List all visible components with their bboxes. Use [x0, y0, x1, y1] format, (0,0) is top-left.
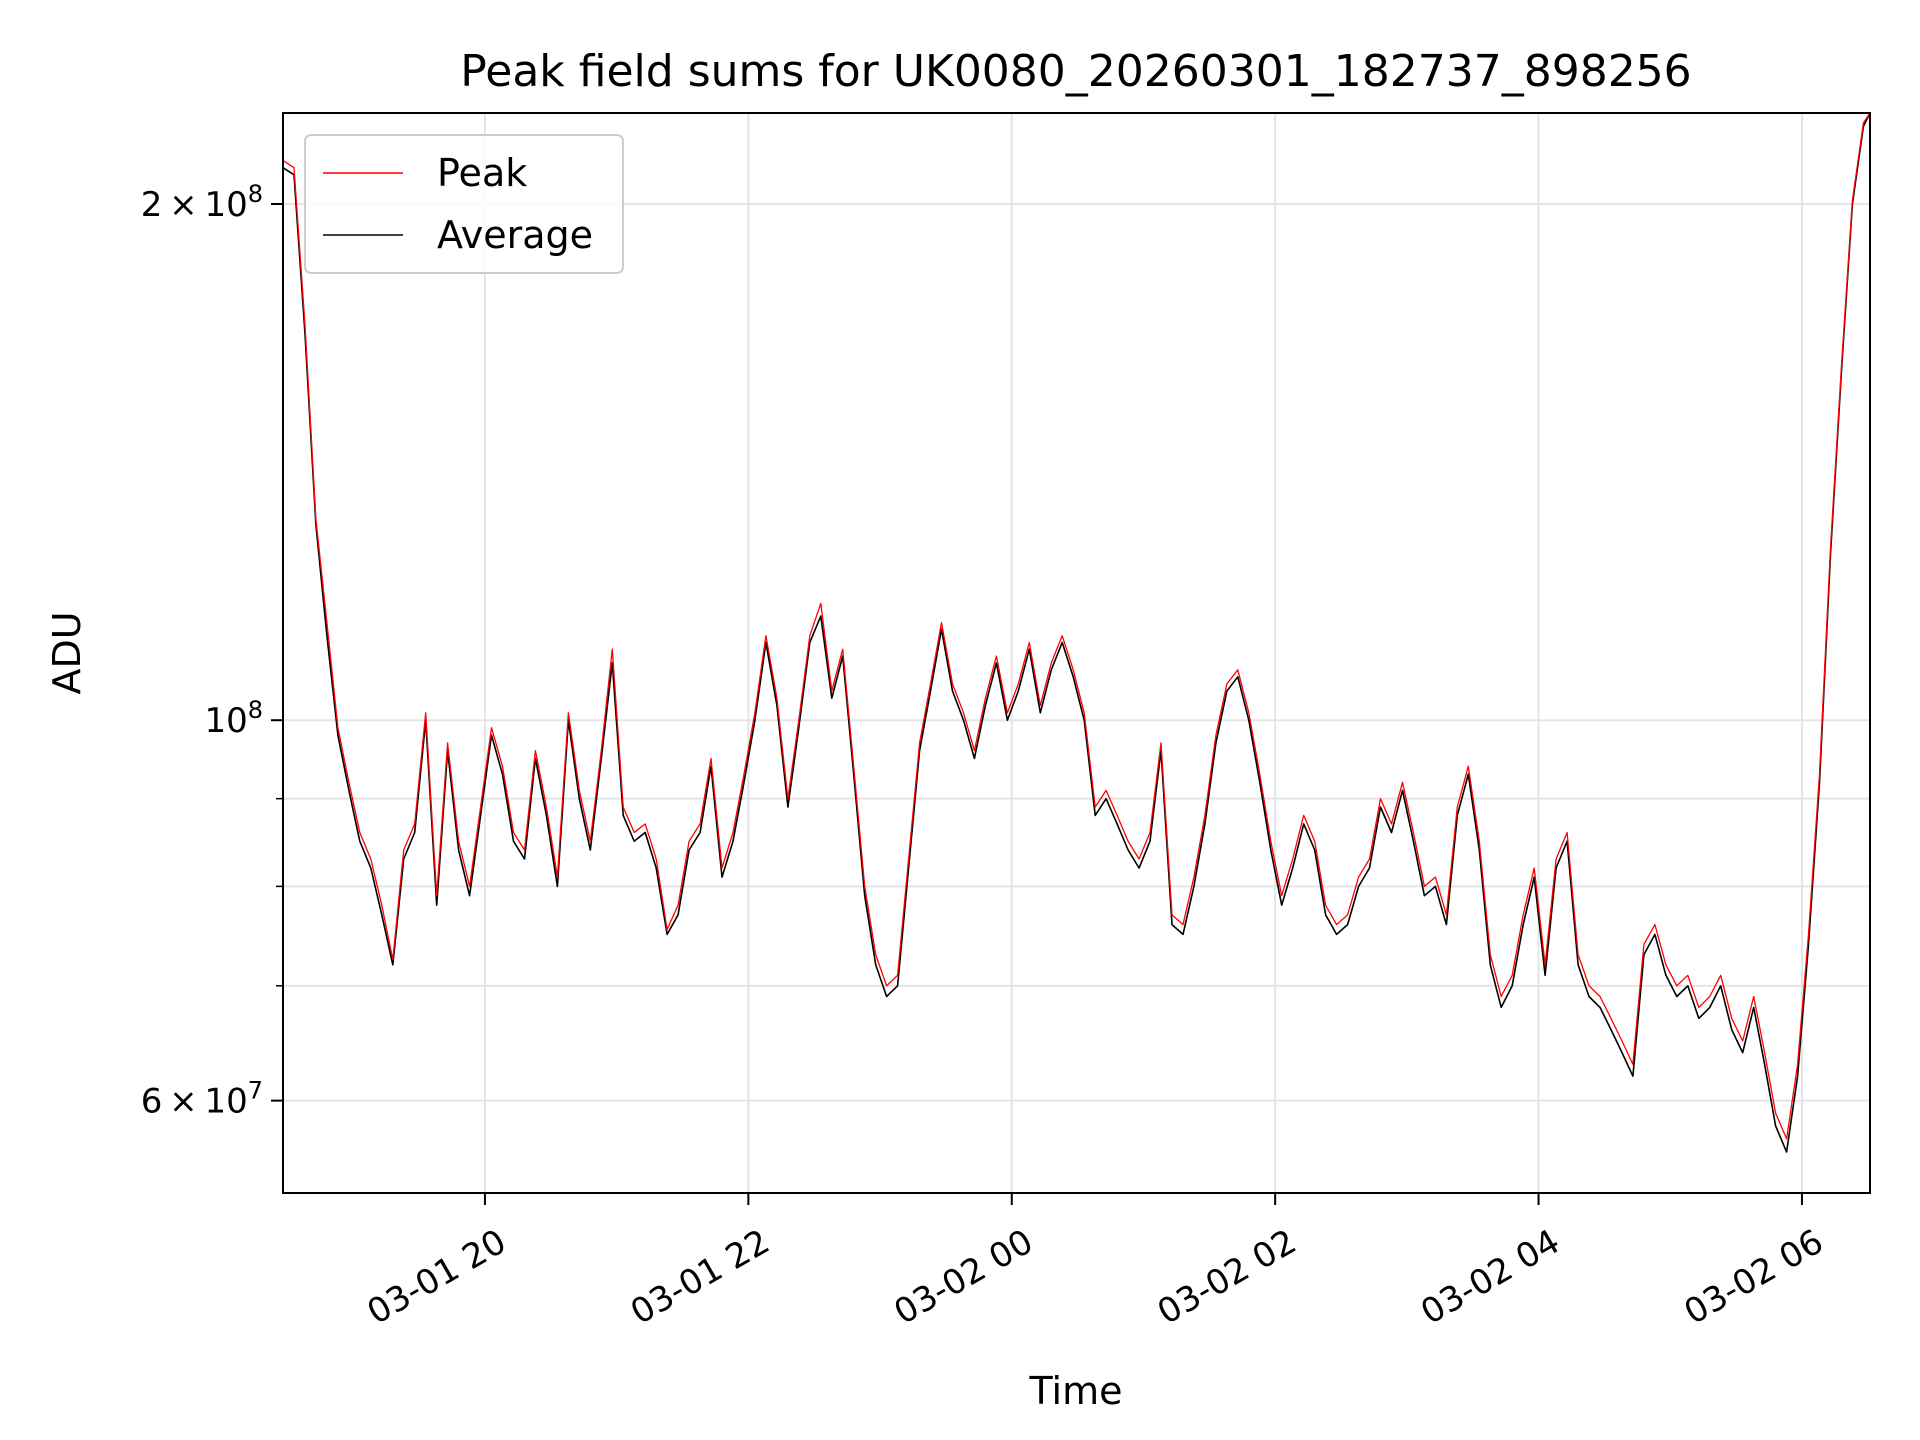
y-tick-label: 2 × 108 — [141, 180, 263, 225]
x-tick-label: 03-02 04 — [1414, 1222, 1566, 1333]
axis-ticks: 03-01 20 03-01 22 03-02 00 03-02 02 03-02 04… — [141, 180, 1830, 1333]
series-line-peak — [282, 112, 1871, 1140]
series-lines — [282, 112, 1871, 1153]
chart-title: Peak field sums for UK0080_20260301_1827… — [460, 46, 1691, 97]
legend-label-average: Average — [437, 213, 593, 257]
legend-label-peak: Peak — [437, 151, 527, 195]
x-tick-label: 03-01 20 — [361, 1222, 513, 1333]
y-axis-label: ADU — [45, 611, 89, 694]
legend-box — [304, 134, 624, 274]
legend: Peak Average — [304, 134, 624, 274]
grid-lines — [283, 113, 1870, 1193]
x-tick-label: 03-01 22 — [624, 1222, 776, 1333]
x-tick-label: 03-02 00 — [887, 1222, 1039, 1333]
series-line-average — [282, 112, 1871, 1153]
x-axis-label: Time — [1029, 1369, 1123, 1413]
y-tick-label: 6 × 107 — [141, 1077, 263, 1122]
x-tick-label: 03-02 06 — [1678, 1222, 1830, 1333]
x-tick-label: 03-02 02 — [1151, 1222, 1303, 1333]
y-tick-label: 108 — [204, 696, 263, 741]
plot-frame — [282, 112, 1871, 1194]
